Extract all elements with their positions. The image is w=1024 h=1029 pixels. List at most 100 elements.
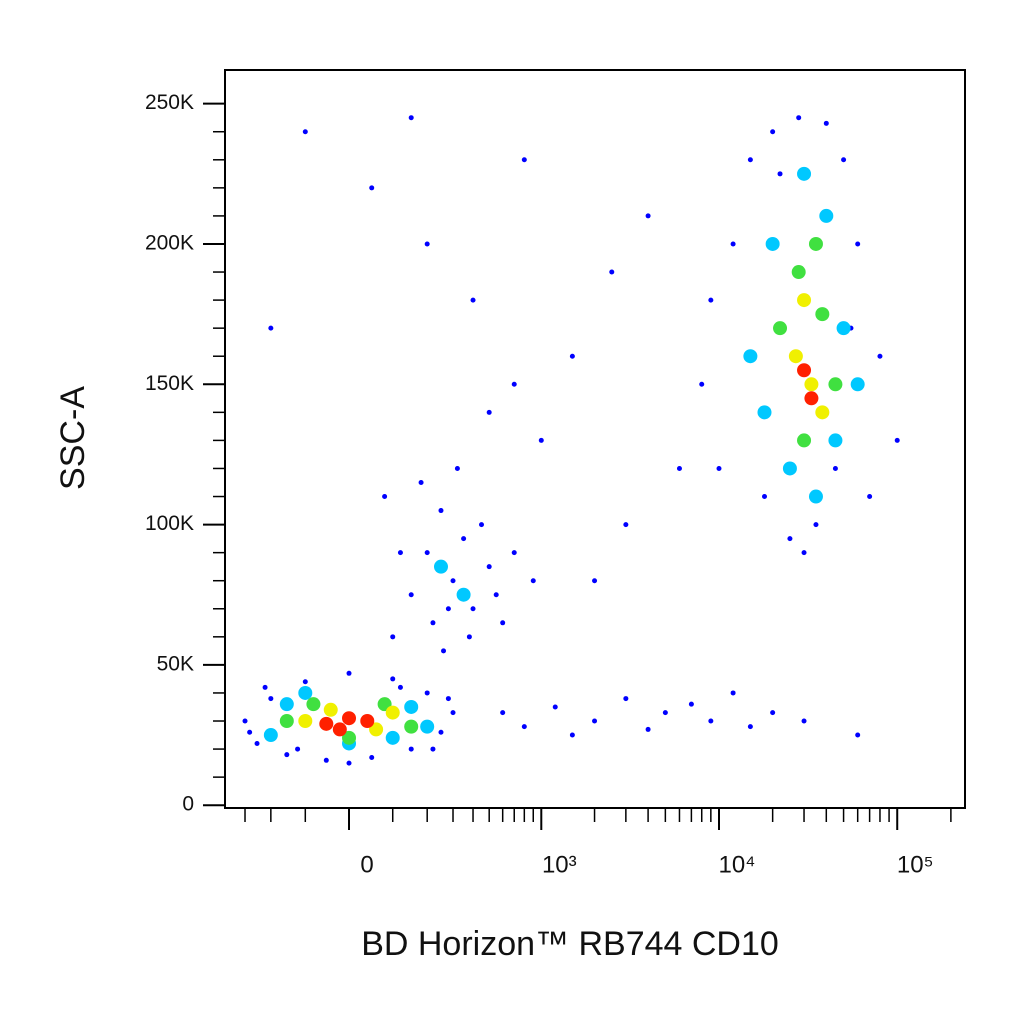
data-point	[424, 690, 430, 696]
data-point	[855, 732, 861, 738]
data-point	[319, 716, 334, 731]
y-tick-label: 150K	[145, 372, 194, 395]
data-point	[323, 702, 338, 717]
data-point	[424, 550, 430, 556]
data-point	[747, 157, 753, 163]
data-point	[716, 465, 722, 471]
data-point	[263, 728, 278, 743]
data-point	[369, 722, 384, 737]
data-point	[773, 321, 788, 336]
data-point	[850, 377, 865, 392]
data-point	[404, 699, 419, 714]
data-point	[254, 740, 260, 746]
data-point	[765, 236, 780, 251]
data-point	[569, 353, 575, 359]
data-point	[385, 705, 400, 720]
data-point	[804, 391, 819, 406]
data-point	[445, 606, 451, 612]
data-point	[397, 684, 403, 690]
data-point	[521, 724, 527, 730]
data-point	[342, 730, 357, 745]
data-point	[404, 719, 419, 734]
data-point	[382, 494, 388, 500]
x-tick-label: 10⁴	[718, 851, 755, 878]
data-point	[662, 710, 668, 716]
data-point	[390, 634, 396, 640]
data-point	[456, 587, 471, 602]
data-point	[479, 522, 485, 528]
data-point	[569, 732, 575, 738]
data-point	[797, 363, 812, 378]
data-point	[645, 726, 651, 732]
data-point	[877, 353, 883, 359]
data-point	[450, 710, 456, 716]
data-point	[360, 714, 375, 729]
data-point	[279, 697, 294, 712]
data-point	[730, 241, 736, 247]
data-point	[454, 465, 460, 471]
data-point	[242, 718, 248, 724]
x-tick-label: 0	[360, 851, 373, 878]
data-point	[486, 409, 492, 415]
data-point	[511, 381, 517, 387]
data-point	[470, 606, 476, 612]
data-point	[592, 718, 598, 724]
data-point	[708, 718, 714, 724]
plot-points	[242, 115, 900, 766]
data-point	[819, 208, 834, 223]
data-point	[699, 381, 705, 387]
data-point	[493, 592, 499, 598]
data-point	[279, 714, 294, 729]
data-point	[609, 269, 615, 275]
data-point	[385, 730, 400, 745]
data-point	[770, 129, 776, 135]
data-point	[323, 757, 329, 763]
data-point	[369, 754, 375, 760]
data-point	[808, 489, 823, 504]
data-point	[797, 433, 812, 448]
data-point	[521, 157, 527, 163]
data-point	[747, 724, 753, 730]
data-point	[268, 696, 274, 702]
data-point	[836, 321, 851, 336]
data-point	[708, 297, 714, 303]
data-point	[645, 213, 651, 219]
data-point	[486, 564, 492, 570]
data-point	[530, 578, 536, 584]
data-point	[295, 746, 301, 752]
data-point	[791, 265, 806, 280]
plot-frame	[224, 69, 966, 809]
data-point	[438, 508, 444, 514]
data-point	[418, 479, 424, 485]
x-tick-label: 10⁵	[897, 851, 934, 878]
data-point	[346, 670, 352, 676]
data-point	[804, 377, 819, 392]
data-point	[797, 293, 812, 308]
data-point	[268, 325, 274, 331]
data-point	[743, 349, 758, 364]
data-point	[511, 550, 517, 556]
data-point	[424, 241, 430, 247]
data-point	[342, 711, 357, 726]
data-point	[420, 719, 435, 734]
data-point	[262, 684, 268, 690]
data-point	[770, 710, 776, 716]
data-point	[552, 704, 558, 710]
data-point	[298, 714, 313, 729]
data-point	[787, 536, 793, 542]
data-point	[592, 578, 598, 584]
y-tick-label: 250K	[145, 91, 194, 114]
y-axis-title: SSC-A	[54, 386, 92, 490]
data-point	[828, 377, 843, 392]
data-point	[788, 349, 803, 364]
data-point	[284, 752, 290, 758]
data-point	[797, 166, 812, 181]
data-point	[676, 465, 682, 471]
data-point	[500, 620, 506, 626]
data-point	[500, 710, 506, 716]
data-point	[397, 550, 403, 556]
data-point	[777, 171, 783, 177]
y-tick-label: 100K	[145, 512, 194, 535]
data-point	[408, 746, 414, 752]
